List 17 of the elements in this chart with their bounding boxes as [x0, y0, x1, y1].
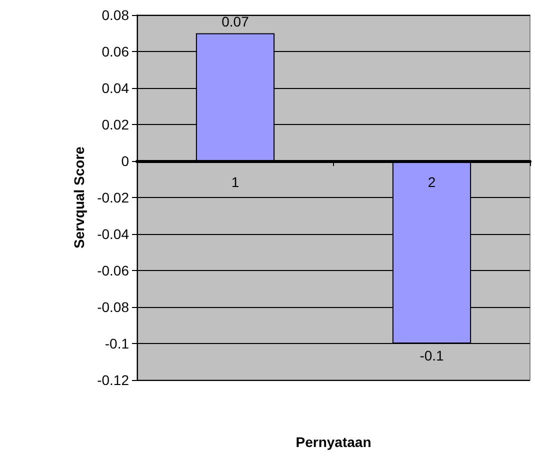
y-tick-label: -0.02 — [97, 190, 130, 206]
y-tick-label: -0.1 — [104, 336, 130, 352]
y-tick-label: -0.04 — [97, 226, 130, 242]
y-tick-label: -0.08 — [97, 299, 130, 315]
y-tick-label: -0.06 — [97, 262, 130, 278]
x-tick-label: 1 — [231, 174, 240, 190]
y-tick-label: 0.04 — [102, 80, 130, 96]
data-label: 0.07 — [222, 13, 250, 30]
y-tick-label: 0.06 — [102, 44, 130, 60]
y-tick-label: -0.12 — [97, 372, 130, 388]
x-tick-label: 2 — [428, 174, 436, 190]
y-axis-title: Servqual Score — [71, 146, 88, 248]
data-label: -0.1 — [420, 348, 444, 364]
y-tick-label: 0 — [121, 153, 130, 169]
y-tick-label: 0.08 — [102, 7, 130, 23]
x-axis-title: Pernyataan — [296, 434, 372, 450]
y-tick-label: 0.02 — [102, 116, 130, 132]
